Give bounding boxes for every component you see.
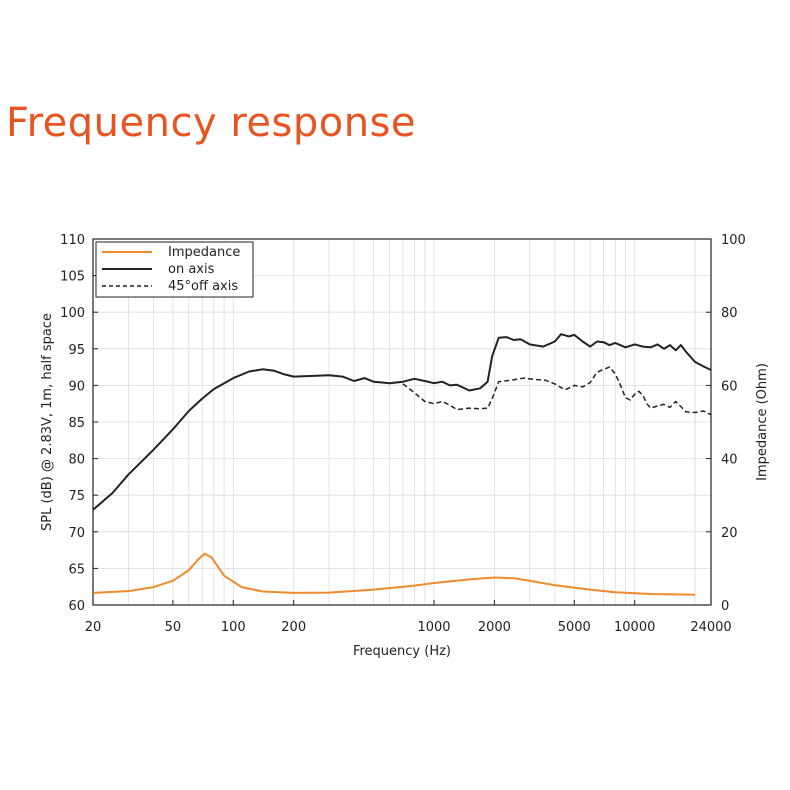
x-tick-label: 200 bbox=[281, 620, 306, 635]
left-y-tick-label: 105 bbox=[60, 270, 85, 285]
left-y-tick-label: 65 bbox=[68, 562, 85, 577]
right-y-tick-label: 40 bbox=[721, 453, 738, 468]
left-y-axis-title: SPL (dB) @ 2.83V, 1m, half space bbox=[40, 313, 55, 531]
left-y-tick-label: 80 bbox=[68, 453, 85, 468]
grid-lines bbox=[92, 238, 711, 606]
x-tick-label: 50 bbox=[165, 620, 182, 635]
impedance-curve bbox=[92, 552, 696, 596]
left-y-tick-label: 75 bbox=[68, 489, 85, 504]
page-title: Frequency response bbox=[6, 100, 417, 146]
left-y-tick-label: 70 bbox=[68, 526, 85, 541]
left-y-tick-label: 100 bbox=[60, 306, 85, 321]
x-tick-label: 10000 bbox=[614, 620, 655, 635]
left-y-tick-label: 110 bbox=[60, 233, 85, 248]
left-y-tick-label: 90 bbox=[68, 379, 85, 394]
x-tick-label: 5000 bbox=[558, 620, 591, 635]
right-y-tick-label: 100 bbox=[721, 233, 746, 248]
x-tick-label: 24000 bbox=[690, 620, 731, 635]
right-y-tick-label: 0 bbox=[721, 599, 729, 614]
right-y-axis-title: Impedance (Ohm) bbox=[755, 363, 770, 481]
right-y-tick-label: 20 bbox=[721, 526, 738, 541]
legend-label-on-axis: on axis bbox=[168, 262, 215, 277]
axis-ticks: 20 50 100 200 1000 2000 5000 10000 2400060657075… bbox=[60, 233, 746, 635]
left-y-tick-label: 95 bbox=[68, 343, 85, 358]
chart-legend: Impedance on axis 45°off axis bbox=[95, 241, 254, 298]
x-tick-label: 100 bbox=[221, 620, 246, 635]
series-lines bbox=[92, 333, 712, 596]
x-tick-label: 2000 bbox=[478, 620, 511, 635]
on-axis-curve bbox=[92, 333, 712, 511]
legend-label-impedance: Impedance bbox=[168, 245, 240, 260]
left-y-tick-label: 85 bbox=[68, 416, 85, 431]
x-tick-label: 1000 bbox=[417, 620, 450, 635]
legend-label-45-off-axis: 45°off axis bbox=[168, 279, 238, 294]
x-tick-label: 20 bbox=[85, 620, 102, 635]
x-axis-title: Frequency (Hz) bbox=[353, 644, 451, 659]
off-axis-45-curve bbox=[402, 366, 712, 416]
right-y-tick-label: 60 bbox=[721, 379, 738, 394]
right-y-tick-label: 80 bbox=[721, 306, 738, 321]
left-y-tick-label: 60 bbox=[68, 599, 85, 614]
